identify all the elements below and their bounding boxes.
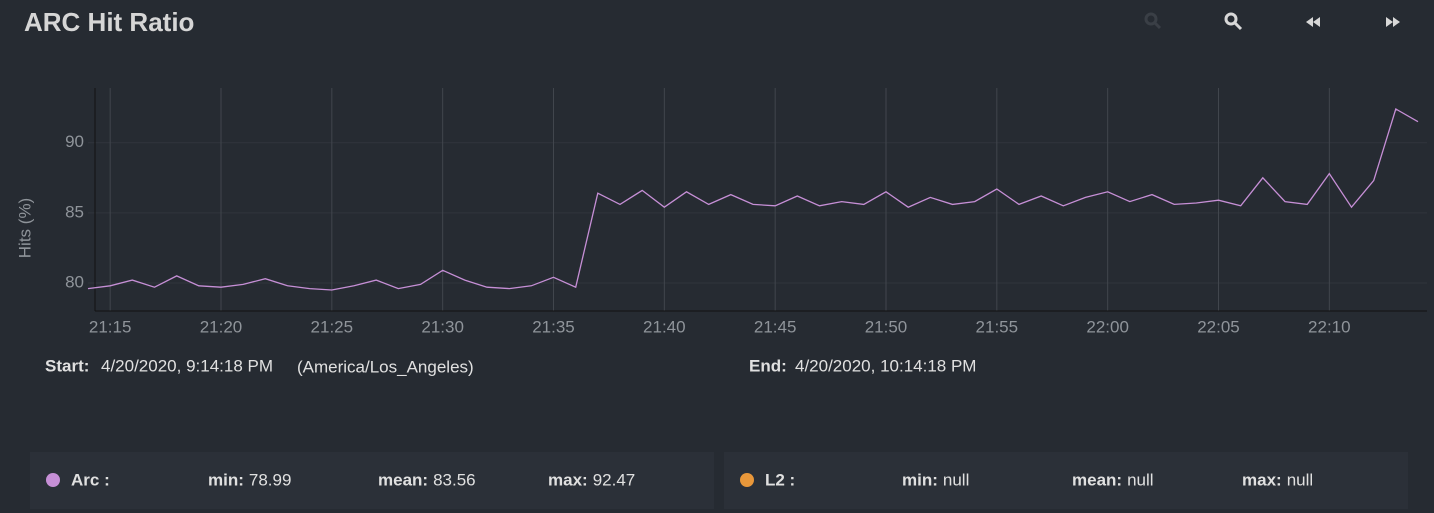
x-tick-label: 21:50 <box>865 317 908 336</box>
legend-panel <box>30 452 714 509</box>
stat-value: null <box>943 470 969 489</box>
y-tick-label: 85 <box>65 202 84 221</box>
stat-value: null <box>1287 470 1313 489</box>
x-tick-label: 21:20 <box>200 317 243 336</box>
x-tick-label: 21:15 <box>89 317 132 336</box>
start-time: 4/20/2020, 9:14:18 PM <box>101 356 273 375</box>
legend-name: Arc : <box>71 470 110 489</box>
plot: 80 85 90 21:15 21:20 21:25 21:30 21:35 21:40 21:4… <box>65 88 1427 336</box>
series-line <box>87 108 1419 291</box>
stat-label: mean: <box>378 470 428 489</box>
x-tick-label: 21:40 <box>643 317 686 336</box>
forward[interactable] <box>1386 17 1400 27</box>
start-label: Start: <box>45 356 89 375</box>
stat-value: 92.47 <box>593 470 636 489</box>
y-axis-label: Hits (%) <box>15 198 34 258</box>
y-tick-label: 90 <box>65 132 84 151</box>
stat-value: 78.99 <box>249 470 292 489</box>
stat-value: 83.56 <box>433 470 476 489</box>
legend-swatch <box>46 473 60 487</box>
stat-value: null <box>1127 470 1153 489</box>
x-tick-label: 21:35 <box>532 317 575 336</box>
stat-label: max: <box>1242 470 1282 489</box>
legend-name: L2 : <box>765 470 795 489</box>
x-tick-label: 22:05 <box>1197 317 1240 336</box>
stat-label: mean: <box>1072 470 1122 489</box>
stat-label: max: <box>548 470 588 489</box>
timezone: (America/Los_Angeles) <box>297 357 474 376</box>
stat-label: min: <box>208 470 244 489</box>
end-label: End: <box>749 356 787 375</box>
legend: Arc : min: 78.99 mean: 83.56 max: 92.47 L2 : min… <box>30 452 1408 509</box>
rewind[interactable] <box>1306 17 1320 27</box>
legend-swatch <box>740 473 754 487</box>
chart-title: ARC Hit Ratio <box>24 7 194 37</box>
x-tick-label: 22:00 <box>1086 317 1129 336</box>
end-time: 4/20/2020, 10:14:18 PM <box>795 356 976 375</box>
stat-label: min: <box>902 470 938 489</box>
x-tick-label: 21:30 <box>421 317 464 336</box>
y-tick-label: 80 <box>65 272 84 291</box>
x-tick-label: 21:45 <box>754 317 797 336</box>
zoom-out[interactable] <box>1224 12 1243 31</box>
x-tick-label: 21:55 <box>976 317 1019 336</box>
x-tick-label: 22:10 <box>1308 317 1351 336</box>
x-tick-label: 21:25 <box>311 317 354 336</box>
legend-panel <box>724 452 1408 509</box>
zoom-in[interactable] <box>1144 12 1162 30</box>
toolbar <box>1144 12 1400 31</box>
